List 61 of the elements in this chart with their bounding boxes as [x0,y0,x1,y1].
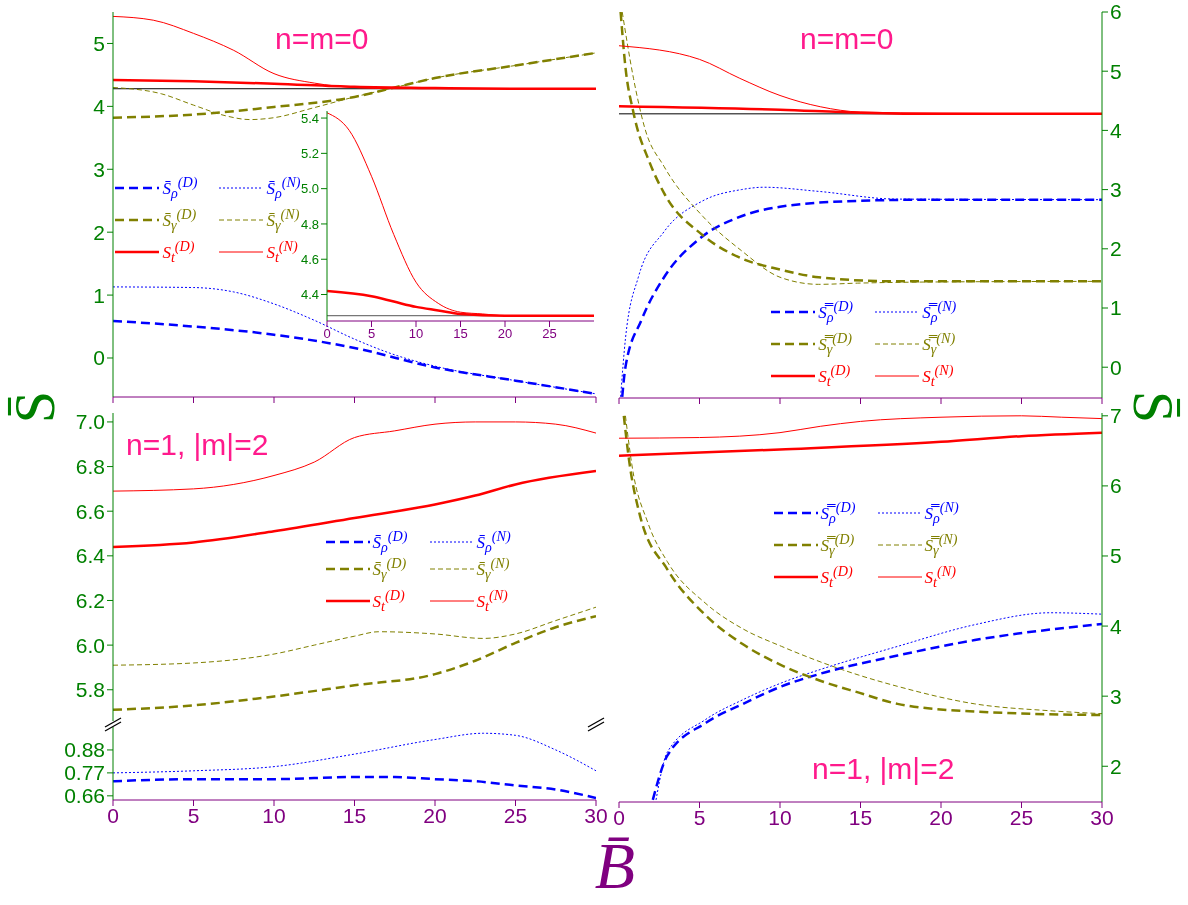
y-tick-label: 4.8 [300,216,319,232]
y-tick-label: 5.8 [75,678,105,702]
y-tick-label: 6.8 [75,455,105,479]
y-tick-label: 0.77 [64,761,105,785]
y-tick-label: 6.0 [75,633,105,657]
y-tick-label: 4 [1110,614,1122,638]
y-tick-label: 6 [1110,474,1122,498]
y-tick-label: 0.88 [64,738,105,762]
x-tick-label: 10 [262,803,286,827]
x-tick-label: 5 [367,326,376,342]
x-tick-label: 20 [929,805,953,829]
x-tick-label: 30 [1090,805,1114,829]
x-tick-label: 0 [613,805,625,829]
y-tick-label: 5 [1110,59,1122,83]
y-tick-label: 5.0 [300,181,319,197]
x-tick-label: 25 [1009,805,1034,829]
y-tick-label: 4 [1110,118,1122,142]
y-tick-label: 0 [1110,355,1122,379]
y-tick-label: 5.4 [300,110,319,126]
x-tick-label: 15 [453,326,468,342]
y-tick-label: 6.4 [75,544,106,568]
y-tick-label: 5.2 [300,145,319,161]
y-tick-label: 6.2 [75,588,105,612]
y-tick-label: 5 [93,31,105,55]
x-tick-label: 25 [503,803,528,827]
x-axis-title: B̄ [593,828,637,904]
x-tick-label: 5 [187,803,200,827]
annotation: n=m=0 [275,22,369,56]
y-tick-label: 2 [93,220,105,244]
x-tick-label: 0 [323,326,331,342]
x-tick-label: 10 [768,805,792,829]
x-tick-label: 20 [497,326,513,342]
y-tick-label: 2 [1110,237,1122,261]
y-axis-title: S̄ [0,389,68,426]
y-tick-label: 1 [1110,296,1122,320]
x-tick-label: 20 [423,803,447,827]
x-tick-label: 5 [693,805,706,829]
y-tick-label: 6 [1110,0,1122,24]
x-tick-label: 25 [542,326,557,342]
y-tick-label: 4.6 [300,251,319,267]
y-tick-label: 7 [1110,404,1122,428]
y-tick-label: 5 [1110,544,1122,568]
y-tick-label: 4 [93,94,106,118]
y-tick-label: 3 [1110,684,1122,708]
y-tick-label: 2 [1110,754,1122,778]
y-tick-label: 4.4 [300,287,319,303]
x-tick-label: 15 [342,803,367,827]
annotation: n=1, |m|=2 [126,428,269,462]
x-tick-label: 15 [848,805,873,829]
x-tick-label: 30 [584,803,608,827]
y-axis-title: S̄ [1121,389,1188,426]
y-tick-label: 0 [93,346,105,370]
y-tick-label: 7.0 [75,410,105,434]
annotation: n=1, |m|=2 [812,752,955,786]
y-tick-label: 3 [93,157,105,181]
y-tick-label: 3 [1110,178,1122,202]
annotation: n=m=0 [800,22,894,56]
x-tick-label: 10 [408,326,424,342]
y-tick-label: 6.6 [75,499,105,523]
y-tick-label: 1 [93,283,105,307]
y-tick-label: 0.66 [64,784,105,808]
